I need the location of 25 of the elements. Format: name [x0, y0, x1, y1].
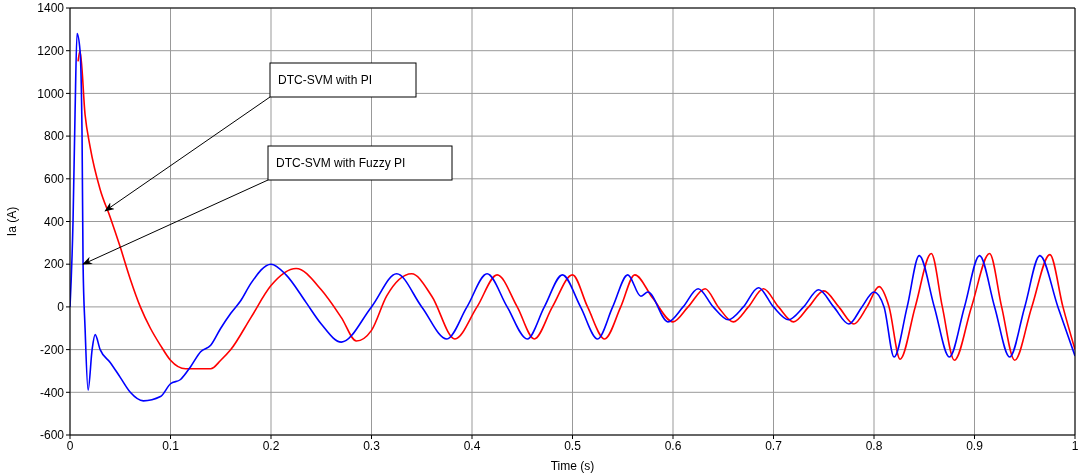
x-tick-label: 0.9	[966, 438, 984, 453]
y-tick-label: 200	[43, 257, 65, 272]
x-tick-label: 0.8	[865, 438, 883, 453]
y-tick-label: 400	[43, 214, 65, 229]
y-tick-label: 1200	[37, 43, 65, 58]
x-tick-label: 0.3	[363, 438, 381, 453]
y-tick-label: -200	[39, 342, 65, 357]
x-axis-title: Time (s)	[550, 459, 595, 473]
y-tick-label: 0	[57, 300, 65, 315]
x-tick-label: 1	[1071, 438, 1078, 453]
annotation: DTC-SVM with Fuzzy PI	[276, 156, 406, 170]
y-tick-label: 600	[43, 172, 65, 187]
y-tick-label: -400	[39, 385, 65, 400]
x-tick-label: 0.1	[162, 438, 180, 453]
annotation: DTC-SVM with PI	[278, 73, 373, 87]
y-axis-title: Ia (A)	[5, 206, 20, 237]
y-tick-label: -600	[39, 428, 65, 443]
x-tick-label: 0.7	[765, 438, 783, 453]
x-tick-label: 0.5	[564, 438, 582, 453]
y-tick-label: 1400	[37, 1, 65, 16]
y-tick-label: 1000	[37, 86, 65, 101]
x-tick-label: 0.2	[262, 438, 280, 453]
y-tick-label: 800	[43, 129, 65, 144]
x-tick-label: 0.6	[664, 438, 682, 453]
x-tick-label: 0.4	[463, 438, 481, 453]
